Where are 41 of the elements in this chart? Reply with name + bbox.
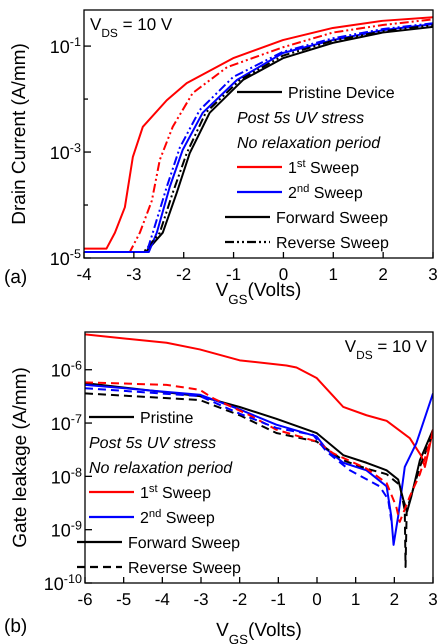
y-tick-label: 10$^{-9}$ [50, 518, 82, 541]
legend-label: Pristine [140, 410, 194, 427]
x-tick-label: 1 [328, 265, 338, 284]
x-tick-label: 2 [378, 265, 388, 284]
text: (b) [4, 616, 28, 637]
x-axis-title: V$_{GS}$(Volts) [216, 620, 302, 644]
y-tick-label: 10$^{-7}$ [50, 412, 82, 434]
x-tick-label: 3 [428, 590, 438, 609]
annotation: V$_{DS}$ = 10 V [90, 15, 173, 40]
x-tick-label: 1 [350, 590, 360, 609]
annotation: Post 5s UV stress [89, 435, 216, 452]
x-tick-label: -1 [270, 590, 286, 609]
y-tick-label: 10$^{-8}$ [50, 465, 82, 488]
annotation: No relaxation period [89, 460, 234, 477]
annotation: No relaxation period [237, 135, 382, 152]
annotation: Reverse Sweep [276, 235, 390, 252]
x-tick-label: -3 [193, 590, 209, 609]
x-tick-label: -2 [176, 265, 192, 284]
x-tick-label: 3 [428, 265, 438, 284]
legend-label: 1$^{st}$ Sweep [140, 483, 212, 502]
legend-label: Pristine Device [288, 85, 395, 102]
x-tick-label: -2 [232, 590, 248, 609]
legend-label: 1$^{st}$ Sweep [288, 158, 360, 177]
annotation: Post 5s UV stress [237, 110, 364, 127]
legend-label: 2$^{nd}$ Sweep [140, 508, 215, 527]
annotation: Forward Sweep [276, 210, 388, 227]
y-axis-title: Drain Current (A/mm) [9, 43, 30, 225]
x-tick-label: -4 [154, 590, 170, 609]
x-tick-label: -3 [126, 265, 142, 284]
annotation: V$_{DS}$ = 10 V [344, 337, 428, 362]
y-tick-label: 10$^{-1}$ [50, 35, 81, 58]
text: (a) [4, 267, 28, 288]
x-tick-label: 2 [390, 590, 400, 609]
x-tick-label: 0 [312, 590, 322, 609]
y-tick-label: 10$^{-3}$ [50, 141, 81, 164]
annotation: Reverse Sweep [128, 560, 242, 577]
legend-label: 2$^{nd}$ Sweep [288, 183, 363, 202]
x-tick-label: -5 [116, 590, 132, 609]
y-tick-label: 10$^{-6}$ [50, 358, 82, 381]
annotation: Forward Sweep [128, 535, 240, 552]
y-axis-title: Gate leakage (A/mm) [10, 367, 31, 548]
